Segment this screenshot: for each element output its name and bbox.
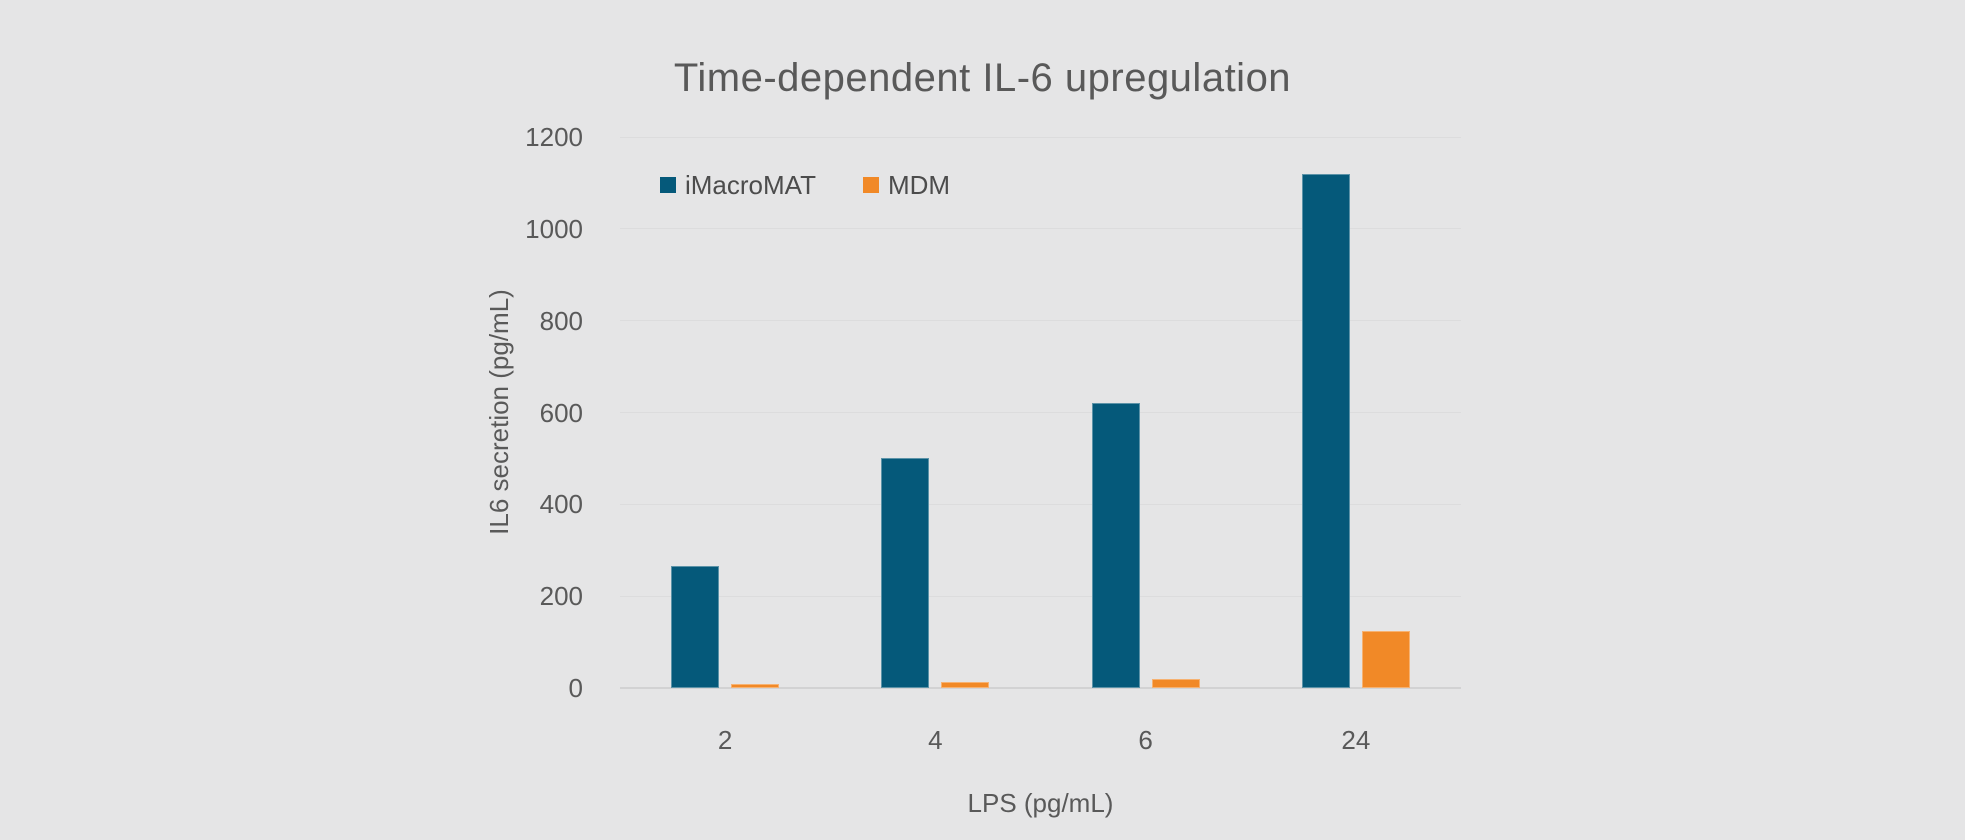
bar-mdm-24 <box>1361 630 1410 688</box>
bar-mdm-2 <box>731 684 780 688</box>
legend-swatch-mdm-icon <box>862 177 879 193</box>
legend: iMacroMAT MDM <box>660 170 950 200</box>
bar-imacromat-2 <box>671 566 720 688</box>
bar-imacromat-6 <box>1091 403 1140 688</box>
gridline-200 <box>620 595 1461 597</box>
bar-imacromat-24 <box>1301 173 1350 688</box>
y-tick-label-0: 0 <box>568 673 583 703</box>
bar-mdm-6 <box>1151 678 1200 688</box>
gridline-1000 <box>620 228 1461 230</box>
bar-mdm-4 <box>941 682 990 688</box>
gridline-600 <box>620 412 1461 413</box>
chart-title: Time-dependent IL-6 upregulation <box>673 56 1292 100</box>
gridline-1200 <box>620 136 1461 138</box>
y-tick-label-600: 600 <box>539 397 583 428</box>
gridline-400 <box>620 503 1461 505</box>
x-tick-label-4: 4 <box>928 725 943 755</box>
y-tick-label-200: 200 <box>539 581 583 612</box>
legend-swatch-imacromat-icon <box>660 177 676 193</box>
gridline-800 <box>620 320 1461 322</box>
bar-imacromat-4 <box>881 458 930 688</box>
x-axis-line <box>620 687 1461 689</box>
legend-item-imacromat: iMacroMAT <box>660 170 816 200</box>
x-tick-label-6: 6 <box>1138 725 1153 755</box>
plot-area <box>620 136 1461 689</box>
x-tick-label-2: 2 <box>717 725 733 755</box>
y-tick-label-400: 400 <box>539 489 583 520</box>
legend-label-imacromat: iMacroMAT <box>685 170 816 200</box>
x-axis-title: LPS (pg/mL) <box>967 788 1114 818</box>
legend-item-mdm: MDM <box>862 170 951 200</box>
y-tick-label-1200: 1200 <box>525 122 583 152</box>
legend-label-mdm: MDM <box>887 170 951 200</box>
y-tick-label-800: 800 <box>539 305 583 336</box>
x-tick-label-24: 24 <box>1341 725 1371 755</box>
y-tick-label-1000: 1000 <box>525 213 583 244</box>
